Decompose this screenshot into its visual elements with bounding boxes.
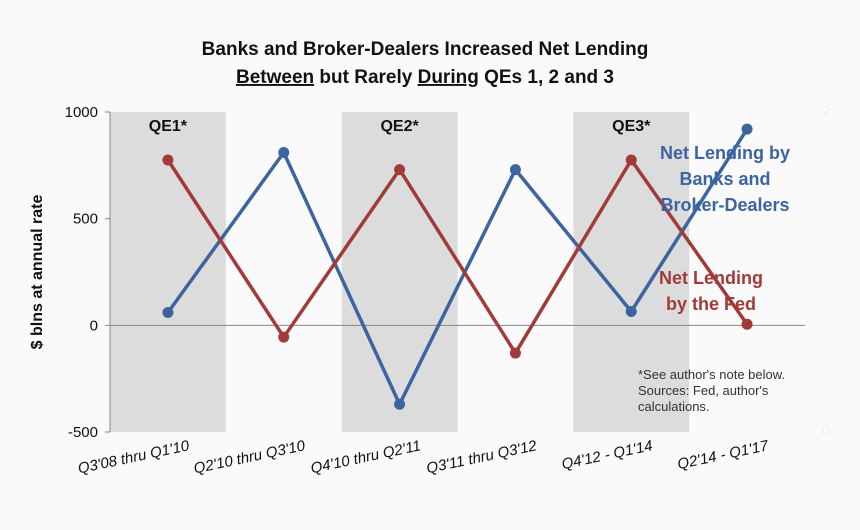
x-ticks: Q3'08 thru Q1'10 Q2'10 thru Q3'10 Q4'10 th…: [76, 437, 770, 477]
y-tick-label: 500: [73, 211, 98, 228]
secondary-axis-ticks: 20: [822, 103, 830, 440]
y-tick-label: 1000: [65, 104, 98, 121]
y-ticks: 1000 500 0 -500: [65, 104, 110, 441]
author-note: *See author's note below.Sources: Fed, a…: [638, 367, 785, 414]
series-0-point: [278, 147, 290, 159]
series-points: [162, 123, 753, 410]
series-0-point: [625, 305, 637, 317]
title-word-but-rarely: but Rarely: [314, 67, 417, 88]
y-axis-label: $ blns at annual rate: [29, 195, 46, 350]
x-tick-label: Q3'11 thru Q3'12: [425, 437, 539, 477]
legend-banks-line: Banks and: [679, 169, 770, 189]
y-tick-label: 0: [90, 317, 98, 334]
series-1-point: [741, 318, 753, 330]
series-lines: [166, 128, 749, 407]
title-word-between: Between: [236, 67, 314, 88]
title-word-qes: QEs 1, 2 and 3: [479, 67, 614, 88]
x-tick-label: Q2'14 - Q1'17: [676, 437, 771, 473]
secondary-tick-label: 0: [822, 423, 830, 440]
y-tick-label: -500: [68, 424, 98, 441]
series-1-point: [509, 347, 521, 359]
qe-band: [341, 112, 458, 432]
legend-fed-line: by the Fed: [666, 294, 756, 314]
qe-band-label: QE1*: [149, 118, 188, 135]
legend-fed-line: Net Lending: [659, 268, 763, 288]
series-0-point: [394, 398, 406, 410]
x-tick-label: Q4'10 thru Q2'11: [309, 437, 422, 477]
series-0-point: [509, 164, 521, 176]
x-tick-label: Q3'08 thru Q1'10: [76, 437, 191, 477]
note-line: *See author's note below.: [638, 367, 785, 382]
legend-banks-broker-dealers: Net Lending by Banks and Broker-Dealers: [660, 143, 790, 215]
chart-title-line2: Between but Rarely During QEs 1, 2 and 3: [236, 67, 614, 88]
legend-fed: Net Lending by the Fed: [659, 268, 763, 314]
legend-banks-line: Broker-Dealers: [660, 195, 789, 215]
series-1-point: [278, 331, 290, 343]
series-0-point: [162, 307, 174, 319]
qe-band-label: QE2*: [380, 118, 419, 135]
note-line: Sources: Fed, author's: [638, 383, 769, 398]
secondary-tick-label: 2: [822, 103, 830, 120]
x-tick-label: Q2'10 thru Q3'10: [192, 437, 307, 477]
series-line-0: [166, 128, 749, 407]
series-1-point: [625, 154, 637, 166]
note-line: calculations.: [638, 399, 710, 414]
x-tick-label: Q4'12 - Q1'14: [560, 437, 654, 473]
legend-banks-line: Net Lending by: [660, 143, 790, 163]
series-1-point: [394, 164, 406, 176]
qe-band-label: QE3*: [612, 118, 651, 135]
series-0-point: [741, 123, 753, 135]
title-word-during: During: [418, 67, 479, 88]
series-line-1: [166, 158, 749, 355]
series-1-point: [162, 154, 174, 166]
chart-title-line1: Banks and Broker-Dealers Increased Net L…: [202, 39, 649, 60]
